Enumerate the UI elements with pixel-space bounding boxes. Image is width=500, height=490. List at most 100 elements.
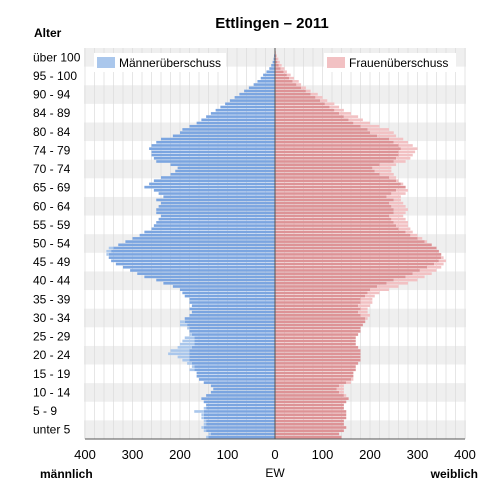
female-surplus-bar [370, 131, 394, 134]
female-surplus-bar [389, 201, 404, 205]
age-group-label: 25 - 29 [33, 330, 71, 344]
x-tick-labels: 400 300 200 100 0 100 200 300 400 [74, 447, 476, 462]
male-bar [213, 387, 275, 391]
female-surplus-bar [441, 256, 444, 259]
legend-female-label: Frauenüberschuss [349, 56, 448, 70]
female-surplus-bar [365, 317, 368, 320]
female-bar [275, 198, 394, 202]
female-surplus-bar [286, 73, 291, 77]
female-bar [275, 214, 389, 218]
female-bar [275, 352, 361, 356]
female-bar [275, 185, 406, 189]
female-bar [275, 336, 356, 340]
male-surplus-bar [203, 419, 207, 423]
male-bar [271, 64, 275, 67]
male-bar [210, 112, 275, 115]
male-bar [189, 330, 275, 333]
male-bar [191, 304, 275, 308]
male-bar [189, 349, 275, 352]
female-surplus-bar [346, 381, 351, 384]
female-surplus-bar [360, 301, 373, 304]
female-bar [275, 265, 427, 269]
chart-title: Ettlingen – 2011 [215, 15, 328, 32]
female-bar [275, 342, 356, 346]
male-surplus-bar [187, 326, 190, 330]
male-surplus-bar [106, 253, 109, 256]
female-bar [275, 249, 439, 253]
female-bar [275, 201, 389, 205]
female-surplus-bar [412, 272, 432, 275]
female-bar [275, 285, 378, 288]
female-bar [275, 144, 399, 147]
male-bar [153, 224, 275, 227]
male-bar [206, 419, 275, 423]
female-surplus-bar [379, 172, 394, 176]
female-bar [275, 192, 392, 195]
female-bar [275, 233, 411, 237]
female-bar [275, 413, 347, 416]
female-bar [275, 253, 442, 256]
female-bar [275, 278, 394, 282]
female-surplus-bar [370, 288, 389, 291]
female-bar [275, 121, 354, 125]
male-bar [206, 403, 275, 407]
female-bar [275, 112, 340, 115]
male-bar [158, 192, 275, 195]
age-group-label: 10 - 14 [33, 385, 71, 399]
female-bar [275, 275, 406, 279]
legend-male-label: Männerüberschuss [119, 56, 221, 70]
male-surplus-bar [180, 342, 195, 346]
male-bar [203, 410, 275, 413]
female-bar [275, 419, 344, 423]
female-surplus-bar [367, 291, 380, 295]
female-bar [275, 406, 344, 410]
female-surplus-bar [389, 214, 404, 218]
female-surplus-bar [396, 189, 408, 192]
female-surplus-bar [391, 192, 406, 195]
axis-layer [85, 48, 465, 440]
female-bar [275, 330, 361, 333]
female-surplus-bar [377, 134, 397, 138]
female-bar [275, 269, 420, 272]
female-surplus-bar [351, 378, 354, 381]
female-bar [275, 124, 361, 128]
female-surplus-bar [324, 102, 335, 106]
age-group-label: 30 - 34 [33, 311, 71, 325]
male-surplus-bar [184, 336, 195, 340]
x-tick-label: 300 [122, 447, 144, 462]
female-bar [275, 355, 361, 359]
female-bar [275, 339, 356, 343]
legend: Männerüberschuss Frauenüberschuss [94, 53, 456, 72]
female-bar [275, 134, 378, 138]
female-surplus-bar [283, 70, 287, 74]
female-surplus-bar [410, 233, 418, 237]
female-bar [275, 179, 397, 183]
female-surplus-bar [391, 217, 406, 221]
female-bar [275, 378, 351, 381]
female-surplus-bar [374, 169, 392, 173]
female-surplus-bar [393, 221, 408, 224]
x-tick-label: 0 [271, 447, 278, 462]
female-bar [275, 224, 397, 227]
female-surplus-bar [391, 205, 406, 208]
male-bar [137, 272, 275, 275]
female-bar [275, 358, 361, 362]
bars-layer [106, 48, 446, 439]
male-bar [194, 368, 275, 372]
x-tick-label: 100 [312, 447, 334, 462]
female-bar [275, 163, 380, 167]
female-bar [275, 246, 437, 250]
female-bar [275, 281, 387, 285]
female-bar [275, 387, 337, 391]
female-bar [275, 403, 344, 407]
male-bar [229, 99, 275, 102]
male-surplus-bar [201, 426, 204, 429]
male-bar [210, 384, 275, 388]
female-bar [275, 237, 418, 240]
age-group-label: unter 5 [33, 423, 71, 437]
female-surplus-bar [400, 147, 418, 150]
female-surplus-bar [427, 265, 442, 269]
male-bar [203, 381, 275, 384]
age-group-labels: unter 5 5 - 9 10 - 14 15 - 19 20 - 24 25 - 29… [33, 50, 81, 436]
male-bar [184, 294, 275, 298]
